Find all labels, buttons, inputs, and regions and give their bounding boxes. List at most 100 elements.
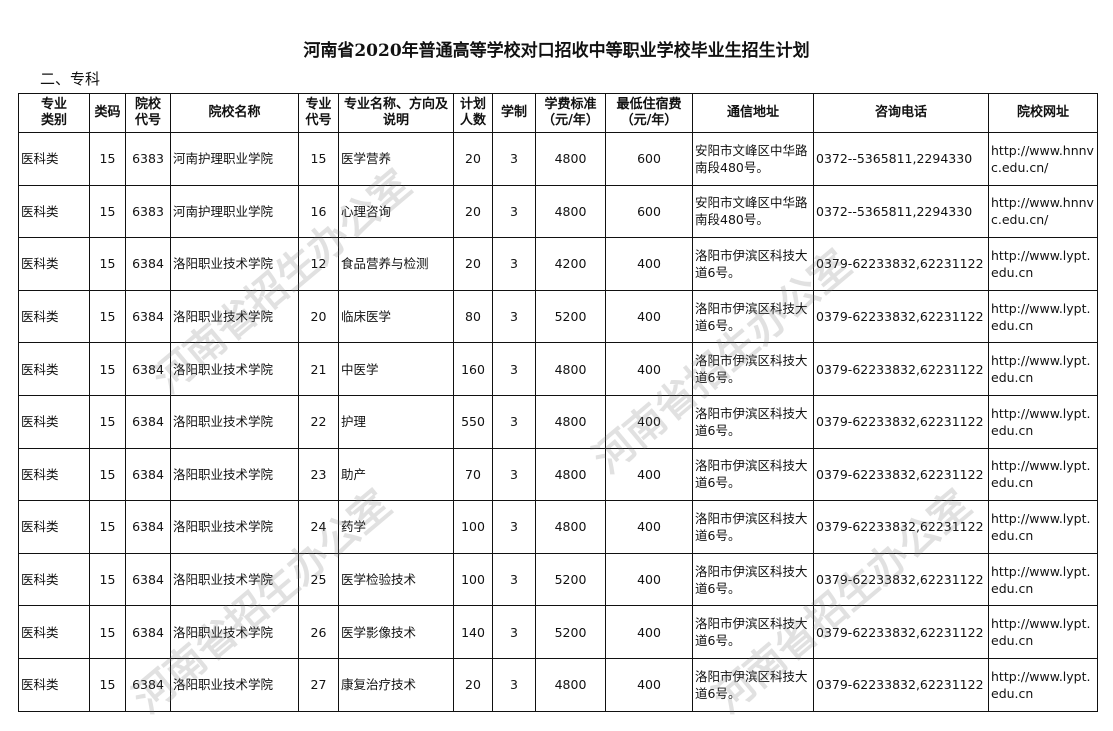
cell-website[interactable]: http://www.lypt.edu.cn [988, 237, 1098, 291]
cell-address: 安阳市文峰区中华路南段480号。 [692, 184, 814, 239]
table-row: 医科类 15 6384 洛阳职业技术学院 27 康复治疗技术 20 3 4800 400 洛阳市伊滨… [18, 657, 1098, 712]
table-row: 医科类 15 6383 河南护理职业学院 15 医学营养 20 3 4800 600 安阳市文峰区中… [18, 132, 1098, 186]
cell-website[interactable]: http://www.lypt.edu.cn [988, 342, 1098, 396]
cell-dorm-fee: 400 [605, 552, 693, 607]
cell-dorm-fee: 400 [605, 500, 693, 554]
cell-class-code: 15 [89, 605, 126, 659]
cell-school-code: 6384 [125, 657, 171, 712]
cell-website[interactable]: http://www.lypt.edu.cn [988, 657, 1098, 712]
cell-school-name: 洛阳职业技术学院 [170, 237, 299, 291]
cell-plan-count: 160 [453, 342, 493, 396]
cell-tuition: 4800 [535, 184, 606, 239]
cell-phone: 0379-62233832,62231122 [813, 657, 989, 712]
cell-plan-count: 140 [453, 605, 493, 659]
cell-school-code: 6384 [125, 500, 171, 554]
cell-duration: 3 [492, 132, 536, 186]
cell-major-code: 16 [298, 184, 339, 239]
section-heading: 二、专科 [40, 70, 101, 88]
cell-class-code: 15 [89, 132, 126, 186]
cell-class-code: 15 [89, 184, 126, 239]
cell-dorm-fee: 600 [605, 184, 693, 239]
cell-website[interactable]: http://www.lypt.edu.cn [988, 500, 1098, 554]
cell-category: 医科类 [18, 289, 90, 344]
enrollment-plan-table: 专业 类别 类码 院校 代号 院校名称 专业 代号 专业名称、方向及 说明 计划 人数 学制学… [18, 93, 1098, 712]
cell-category: 医科类 [18, 500, 90, 554]
cell-major-name: 医学影像技术 [338, 605, 454, 659]
cell-website[interactable]: http://www.lypt.edu.cn [988, 289, 1098, 344]
cell-duration: 3 [492, 184, 536, 239]
cell-address: 洛阳市伊滨区科技大道6号。 [692, 289, 814, 344]
cell-website[interactable]: http://www.lypt.edu.cn [988, 552, 1098, 607]
cell-major-name: 中医学 [338, 342, 454, 396]
cell-duration: 3 [492, 657, 536, 712]
cell-class-code: 15 [89, 552, 126, 607]
cell-website[interactable]: http://www.lypt.edu.cn [988, 394, 1098, 449]
table-row: 医科类 15 6384 洛阳职业技术学院 23 助产 70 3 4800 400 洛阳市伊滨区科技大… [18, 447, 1098, 502]
cell-dorm-fee: 400 [605, 342, 693, 396]
cell-tuition: 5200 [535, 552, 606, 607]
cell-tuition: 5200 [535, 289, 606, 344]
cell-major-name: 护理 [338, 394, 454, 449]
cell-address: 洛阳市伊滨区科技大道6号。 [692, 605, 814, 659]
table-row: 医科类 15 6384 洛阳职业技术学院 24 药学 100 3 4800 400 洛阳市伊滨区科技… [18, 500, 1098, 554]
cell-address: 洛阳市伊滨区科技大道6号。 [692, 552, 814, 607]
cell-address: 洛阳市伊滨区科技大道6号。 [692, 500, 814, 554]
cell-school-code: 6384 [125, 394, 171, 449]
cell-school-name: 洛阳职业技术学院 [170, 342, 299, 396]
cell-category: 医科类 [18, 342, 90, 396]
cell-phone: 0379-62233832,62231122 [813, 552, 989, 607]
cell-category: 医科类 [18, 184, 90, 239]
cell-plan-count: 20 [453, 184, 493, 239]
cell-dorm-fee: 600 [605, 132, 693, 186]
cell-website[interactable]: http://www.lypt.edu.cn [988, 447, 1098, 502]
cell-plan-count: 100 [453, 552, 493, 607]
cell-school-code: 6383 [125, 184, 171, 239]
cell-school-name: 洛阳职业技术学院 [170, 289, 299, 344]
cell-school-code: 6384 [125, 605, 171, 659]
header-major-code: 专业 代号 [298, 93, 339, 133]
cell-dorm-fee: 400 [605, 394, 693, 449]
cell-class-code: 15 [89, 500, 126, 554]
cell-tuition: 4200 [535, 237, 606, 291]
cell-plan-count: 20 [453, 657, 493, 712]
cell-tuition: 4800 [535, 447, 606, 502]
cell-school-name: 洛阳职业技术学院 [170, 657, 299, 712]
header-class-code: 类码 [89, 93, 126, 133]
cell-school-name: 洛阳职业技术学院 [170, 394, 299, 449]
cell-major-code: 26 [298, 605, 339, 659]
cell-phone: 0379-62233832,62231122 [813, 237, 989, 291]
cell-website[interactable]: http://www.hnnvc.edu.cn/ [988, 132, 1098, 186]
cell-school-code: 6384 [125, 552, 171, 607]
cell-website[interactable]: http://www.hnnvc.edu.cn/ [988, 184, 1098, 239]
cell-tuition: 4800 [535, 500, 606, 554]
cell-plan-count: 20 [453, 237, 493, 291]
cell-school-name: 洛阳职业技术学院 [170, 605, 299, 659]
header-major-name: 专业名称、方向及 说明 [338, 93, 454, 133]
table-row: 医科类 15 6384 洛阳职业技术学院 25 医学检验技术 100 3 5200 400 洛阳市伊… [18, 552, 1098, 607]
cell-class-code: 15 [89, 289, 126, 344]
cell-address: 洛阳市伊滨区科技大道6号。 [692, 342, 814, 396]
cell-school-name: 河南护理职业学院 [170, 184, 299, 239]
cell-duration: 3 [492, 289, 536, 344]
cell-address: 安阳市文峰区中华路南段480号。 [692, 132, 814, 186]
cell-major-name: 康复治疗技术 [338, 657, 454, 712]
cell-dorm-fee: 400 [605, 289, 693, 344]
table-row: 医科类 15 6384 洛阳职业技术学院 20 临床医学 80 3 5200 400 洛阳市伊滨区科… [18, 289, 1098, 344]
cell-tuition: 4800 [535, 394, 606, 449]
cell-major-name: 食品营养与检测 [338, 237, 454, 291]
cell-phone: 0372--5365811,2294330 [813, 184, 989, 239]
cell-school-code: 6384 [125, 237, 171, 291]
header-category: 专业 类别 [18, 93, 90, 133]
cell-website[interactable]: http://www.lypt.edu.cn [988, 605, 1098, 659]
cell-major-code: 27 [298, 657, 339, 712]
document-title: 河南省2020年普通高等学校对口招收中等职业学校毕业生招生计划 [303, 41, 810, 61]
cell-address: 洛阳市伊滨区科技大道6号。 [692, 237, 814, 291]
header-website: 院校网址 [988, 93, 1098, 133]
table-row: 医科类 15 6384 洛阳职业技术学院 21 中医学 160 3 4800 400 洛阳市伊滨区科… [18, 342, 1098, 396]
cell-school-name: 洛阳职业技术学院 [170, 500, 299, 554]
cell-major-code: 21 [298, 342, 339, 396]
cell-major-name: 医学检验技术 [338, 552, 454, 607]
header-duration: 学制 [492, 93, 536, 133]
cell-dorm-fee: 400 [605, 657, 693, 712]
header-phone: 咨询电话 [813, 93, 989, 133]
